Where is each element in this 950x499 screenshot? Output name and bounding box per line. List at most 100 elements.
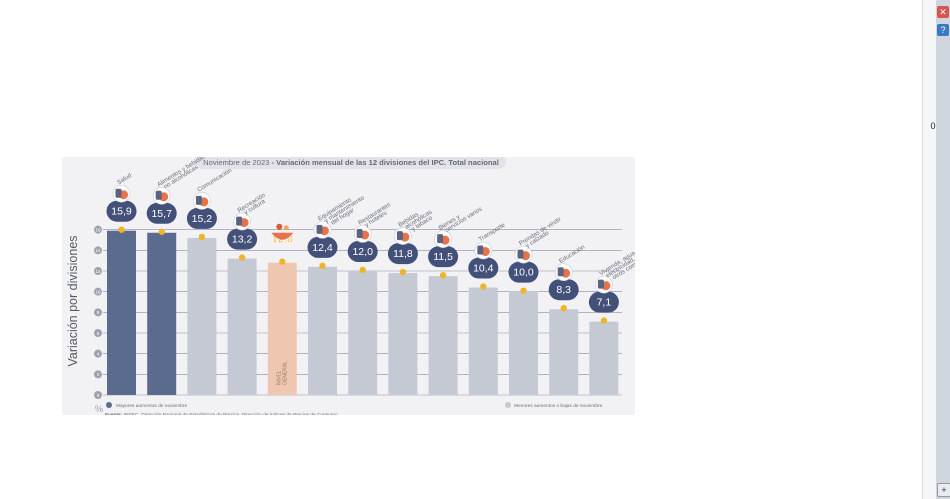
y-tick-marker <box>94 349 102 358</box>
category-label: Comunicación <box>196 167 233 194</box>
value-badge <box>508 261 539 283</box>
bar-9 <box>428 276 458 395</box>
value-badge <box>186 207 217 229</box>
category-icon <box>356 229 363 238</box>
value-label: 10,4 <box>473 263 494 275</box>
close-icon[interactable]: ✕ <box>937 6 949 18</box>
chart-title-month: Noviembre de 2023 <box>203 158 269 167</box>
value-badge <box>428 246 459 268</box>
category-icon <box>236 216 243 226</box>
bar-top-marker <box>198 233 206 241</box>
bar-1 <box>107 230 136 395</box>
value-label: 7,1 <box>597 297 612 309</box>
y-tick-marker <box>94 329 102 337</box>
bar-top-marker <box>238 254 246 261</box>
value-badge <box>146 202 177 224</box>
bar-top-marker <box>399 268 407 276</box>
y-tick-label: 0 <box>97 393 100 398</box>
y-tick-marker <box>94 225 102 234</box>
y-tick-marker <box>94 287 102 296</box>
legend-low-marker <box>505 402 511 408</box>
bar-top-marker <box>439 271 447 279</box>
value-badge <box>227 228 258 250</box>
bar-11 <box>509 291 538 395</box>
y-tick-marker <box>94 267 102 275</box>
bar-top-marker <box>359 266 366 274</box>
zoom-out-icon[interactable]: 0 <box>930 121 936 131</box>
value-badge <box>347 241 378 262</box>
value-badge <box>106 200 137 222</box>
bar-6 <box>308 266 337 395</box>
bar-top-marker <box>319 262 326 270</box>
y-tick-label: 10 <box>95 289 101 294</box>
category-label: Transporte <box>478 221 507 243</box>
title-pill <box>195 157 506 169</box>
bar-top-marker <box>480 283 487 290</box>
help-icon[interactable]: ? <box>937 24 949 36</box>
bar-10 <box>468 287 498 395</box>
category-label: Salud <box>116 172 134 187</box>
y-tick-label: 12 <box>95 269 101 274</box>
zoom-in-icon[interactable]: + <box>937 483 950 497</box>
y-tick-label: 2 <box>97 372 100 377</box>
y-tick-label: 14 <box>95 248 101 253</box>
chart-title-text: - Variación mensual de las 12 divisiones… <box>269 158 498 167</box>
bar-top-marker <box>600 317 608 324</box>
nivel-general-label: NIVEL <box>276 370 282 385</box>
bar-8 <box>388 273 418 395</box>
source-label: Fuente: <box>105 412 123 415</box>
legend-high-marker <box>106 402 112 408</box>
y-axis-title: Variación por divisiones <box>66 235 80 366</box>
category-icon <box>597 279 604 289</box>
category-icon <box>195 195 202 205</box>
side-panel <box>922 0 937 499</box>
y-tick-label: 8 <box>97 310 100 315</box>
category-icon <box>477 245 484 255</box>
value-badge <box>307 236 338 258</box>
category-icon <box>437 234 444 244</box>
value-badge <box>588 291 619 313</box>
bar-12 <box>549 309 579 395</box>
y-tick-marker <box>94 246 102 255</box>
value-label: 15,7 <box>151 208 172 220</box>
value-label: 12,4 <box>312 242 333 254</box>
y-tick-label: 16 <box>95 227 101 232</box>
y-tick-label: 4 <box>97 351 100 356</box>
category-icon <box>155 190 162 200</box>
y-tick-marker <box>94 308 102 317</box>
value-label: 8,3 <box>556 284 571 296</box>
bar-4 <box>227 258 257 395</box>
bar-top-marker <box>158 228 165 235</box>
source-note: Fuente: INDEC, Dirección Nacional de Est… <box>105 411 339 415</box>
basket-icon <box>283 225 289 231</box>
category-icon <box>557 267 564 277</box>
nivel-general-label: GENERAL <box>282 361 288 385</box>
bar-3 <box>187 237 217 395</box>
bar-top-marker <box>520 287 527 294</box>
value-label: 12,0 <box>352 246 373 258</box>
ipc-bar-chart: Noviembre de 2023 - Variación mensual de… <box>66 157 635 415</box>
basket-icon <box>276 223 283 230</box>
legend-high-label: Mayores aumentos de noviembre <box>116 403 188 409</box>
y-tick-label: 6 <box>97 331 100 336</box>
bar-top-marker <box>118 226 125 233</box>
value-badge <box>548 279 579 301</box>
chart-card: Noviembre de 2023 - Variación mensual de… <box>62 157 635 415</box>
bar-top-marker <box>279 258 286 265</box>
category-label: Educación <box>558 243 587 265</box>
value-label: 11,8 <box>393 248 413 260</box>
value-label: 11,5 <box>433 251 453 263</box>
vertical-scrollbar[interactable] <box>936 0 950 499</box>
bar-13 <box>589 321 619 395</box>
value-label: 10,0 <box>513 267 534 279</box>
y-tick-marker <box>94 391 102 399</box>
bar-top-marker <box>560 305 567 312</box>
category-icon <box>396 231 403 241</box>
value-label: 15,9 <box>111 206 132 218</box>
category-icon <box>517 249 524 259</box>
value-label: 15,2 <box>192 213 213 225</box>
bar-2 <box>147 232 177 395</box>
basket-icon <box>271 232 294 240</box>
source-text: INDEC, Dirección Nacional de Estadística… <box>122 411 339 415</box>
value-badge <box>468 257 499 279</box>
